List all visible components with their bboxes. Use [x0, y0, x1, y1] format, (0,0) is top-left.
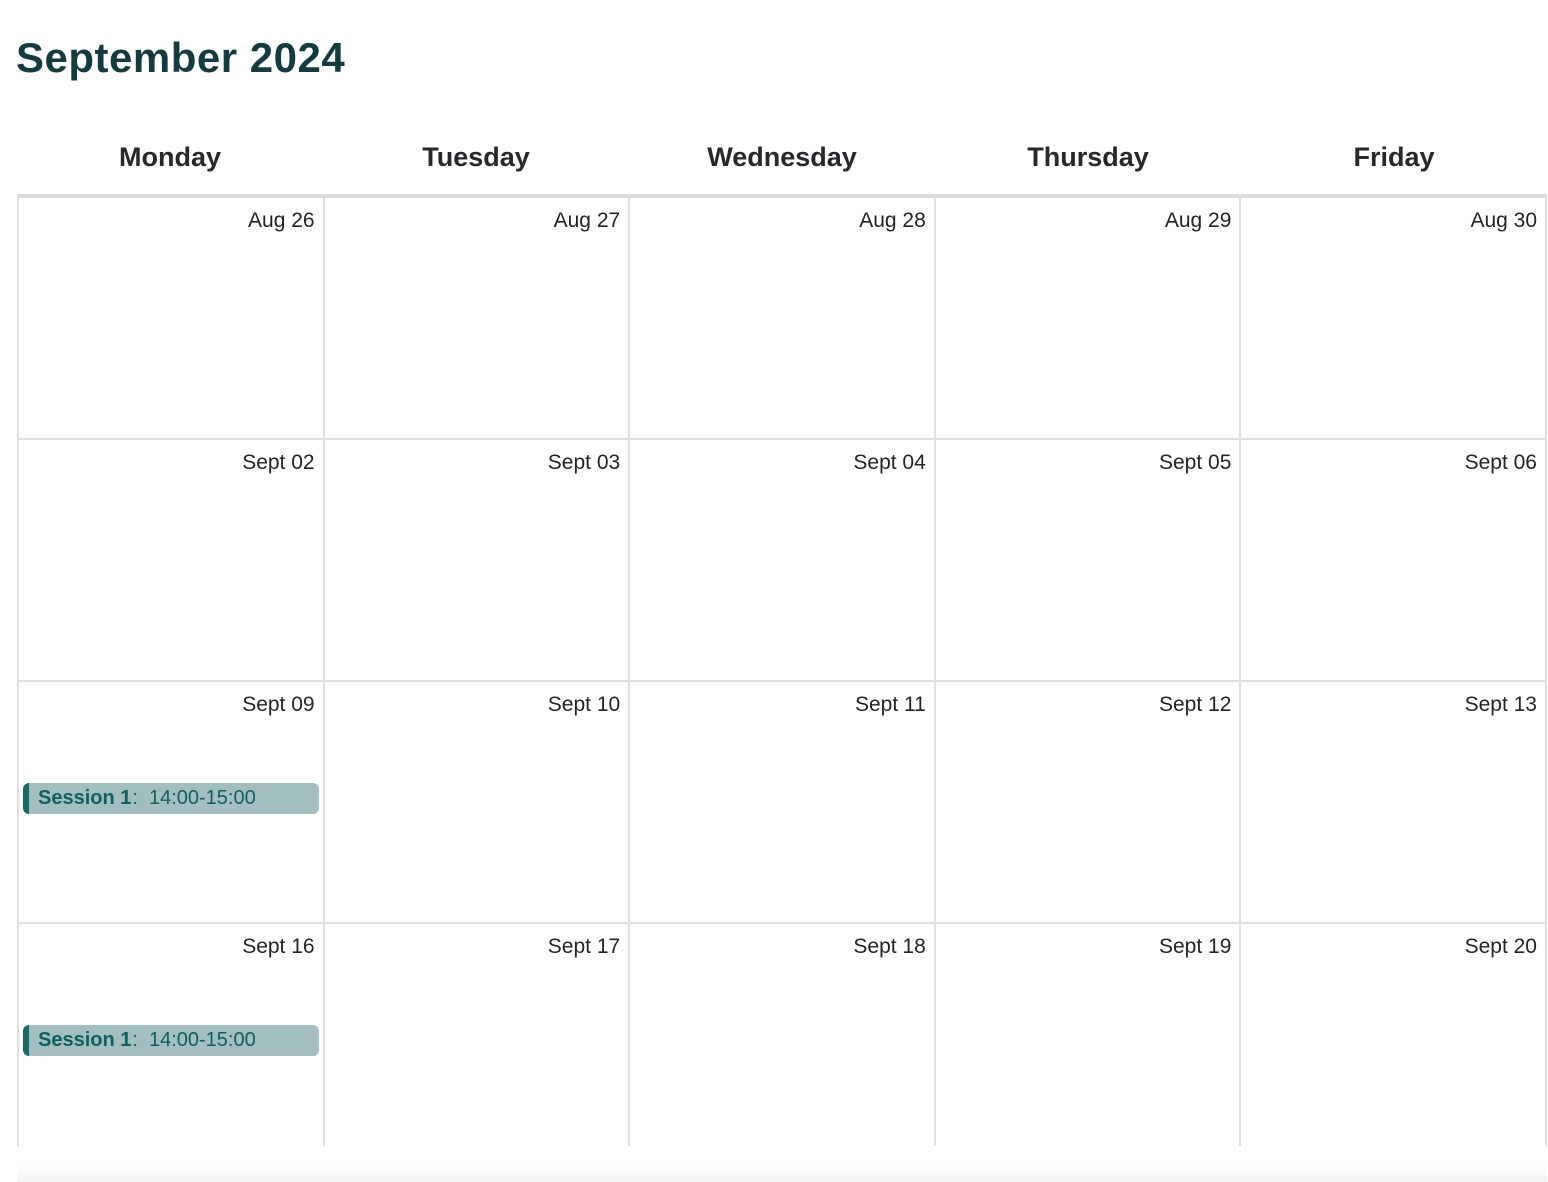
date-label: Aug 26 — [248, 209, 315, 232]
day-cell: Sept 16 Session 1: 14:00-15:00 — [19, 924, 323, 1146]
event-chip-session-1[interactable]: Session 1: 14:00-15:00 — [23, 783, 319, 814]
weekday-header-wednesday: Wednesday — [707, 142, 857, 172]
date-label: Sept 11 — [854, 693, 926, 716]
event-separator: : — [132, 1029, 138, 1051]
weekday-header-tuesday: Tuesday — [422, 142, 530, 172]
day-cell: Sept 04 — [630, 440, 934, 680]
date-label: Aug 29 — [1164, 209, 1232, 232]
day-cell: Sept 13 — [1241, 682, 1545, 922]
day-cell: Sept 11 — [630, 682, 934, 922]
calendar-grid: Aug 26 Aug 27 Aug 28 Aug 29 Aug 30 Sept … — [17, 194, 1547, 1146]
day-cell: Aug 27 — [324, 198, 629, 438]
day-cell: Aug 29 — [935, 198, 1240, 438]
weekday-header-thursday: Thursday — [1027, 142, 1149, 172]
date-label: Aug 30 — [1470, 209, 1537, 232]
weekday-header-row: Monday Tuesday Wednesday Thursday Friday — [17, 142, 1547, 194]
date-label: Sept 13 — [1464, 693, 1537, 716]
date-label: Sept 12 — [1158, 693, 1232, 716]
date-label: Sept 02 — [242, 451, 315, 474]
day-cell: Sept 18 — [630, 924, 934, 1146]
date-label: Aug 28 — [859, 209, 926, 232]
day-cell: Aug 30 — [1241, 198, 1545, 438]
date-label: Sept 04 — [853, 451, 926, 474]
weekday-header-friday: Friday — [1353, 142, 1435, 172]
date-label: Sept 05 — [1158, 451, 1232, 474]
event-color-bar — [23, 1025, 29, 1056]
page-title: September 2024 — [16, 34, 346, 81]
event-title: Session 1 — [38, 1029, 132, 1051]
day-cell: Aug 26 — [19, 198, 323, 438]
day-cell: Sept 10 — [324, 682, 629, 922]
day-cell: Sept 03 — [324, 440, 629, 680]
event-chip-session-1[interactable]: Session 1: 14:00-15:00 — [23, 1025, 319, 1056]
date-label: Sept 09 — [242, 693, 315, 716]
date-label: Sept 10 — [547, 693, 621, 716]
day-cell: Sept 06 — [1241, 440, 1545, 680]
date-label: Sept 03 — [547, 451, 621, 474]
event-separator: : — [132, 787, 138, 809]
day-cell: Sept 05 — [935, 440, 1240, 680]
day-cell: Sept 12 — [935, 682, 1240, 922]
date-label: Aug 27 — [553, 209, 621, 232]
date-label: Sept 17 — [547, 935, 621, 958]
day-cell: Sept 17 — [324, 924, 629, 1146]
day-cell: Sept 20 — [1241, 924, 1545, 1146]
day-cell: Sept 19 — [935, 924, 1240, 1146]
date-label: Sept 06 — [1464, 451, 1537, 474]
date-label: Sept 18 — [853, 935, 926, 958]
day-cell: Sept 02 — [19, 440, 323, 680]
date-label: Sept 16 — [242, 935, 315, 958]
date-label: Sept 20 — [1464, 935, 1537, 958]
event-time: 14:00-15:00 — [148, 787, 256, 809]
event-title: Session 1 — [38, 787, 132, 809]
event-time: 14:00-15:00 — [148, 1029, 256, 1051]
date-label: Sept 19 — [1158, 935, 1232, 958]
day-cell: Sept 09 Session 1: 14:00-15:00 — [19, 682, 323, 922]
bottom-fade-overlay — [17, 1164, 1547, 1182]
day-cell: Aug 28 — [630, 198, 934, 438]
event-color-bar — [23, 783, 29, 814]
weekday-header-monday: Monday — [118, 142, 221, 172]
